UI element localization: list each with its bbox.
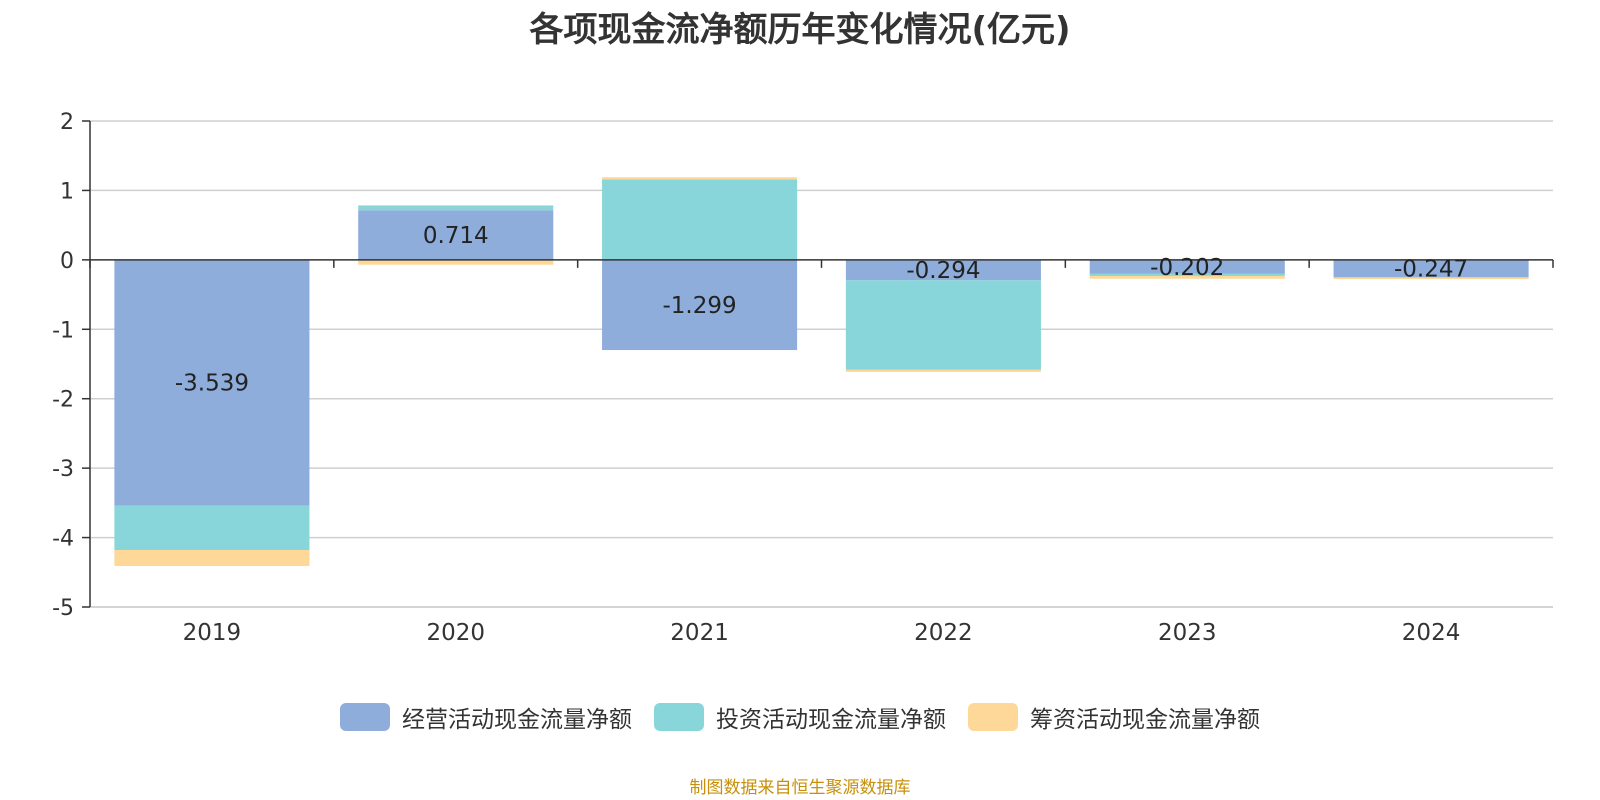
bar-segment-2023-series-3	[1089, 275, 1285, 279]
data-label: 0.714	[423, 223, 489, 249]
y-tick-label: -1	[52, 318, 74, 343]
data-label: -0.202	[1150, 255, 1224, 281]
legend-item[interactable]: 投资活动现金流量净额	[654, 700, 946, 734]
bar-segment-2020-series-1	[358, 210, 554, 260]
bar-segment-2020-series-3	[358, 259, 554, 265]
chart-plot: 2 1 0 -1 -2 -3 -4 -5 2019 2020 2021 2022 2023 2024 -3…	[52, 110, 1554, 646]
y-tick-label: -5	[52, 596, 74, 621]
x-tick-label: 2020	[426, 620, 485, 646]
bar-segment-2024-series-3	[1333, 277, 1529, 280]
legend-label: 筹资活动现金流量净额	[1030, 707, 1260, 733]
x-tick-label: 2021	[670, 620, 729, 646]
x-tick-label: 2022	[914, 620, 973, 646]
y-tick-label: 0	[60, 249, 74, 274]
y-tick-label: -2	[52, 388, 74, 413]
bar-segment-2023-series-2	[1089, 273, 1285, 276]
data-label: -1.299	[663, 293, 737, 319]
source-note: 制图数据来自恒生聚源数据库	[689, 778, 911, 798]
legend-swatch	[654, 703, 704, 731]
legend-swatch	[340, 703, 390, 731]
y-tick-label: 2	[60, 110, 74, 135]
bar-segment-2024-series-1	[1333, 259, 1529, 278]
x-tick-label: 2019	[183, 620, 242, 646]
data-label: -3.539	[175, 371, 249, 397]
data-label: -0.247	[1394, 256, 1468, 282]
x-tick-label: 2024	[1402, 620, 1461, 646]
bar-segment-2021-series-2	[602, 179, 798, 260]
chart-legend: 经营活动现金流量净额 投资活动现金流量净额 筹资活动现金流量净额	[0, 700, 1600, 734]
legend-item[interactable]: 筹资活动现金流量净额	[968, 700, 1260, 734]
bar-segment-2019-series-3	[114, 549, 310, 566]
bar-segment-2022-series-2	[845, 280, 1041, 370]
bar-segment-2024-series-2	[1333, 277, 1529, 278]
legend-swatch	[968, 703, 1018, 731]
bar-segment-2022-series-3	[845, 369, 1041, 372]
bar-segment-2020-series-2	[358, 205, 554, 211]
bar-segment-2019-series-2	[114, 505, 310, 550]
legend-label: 投资活动现金流量净额	[716, 707, 946, 733]
data-label: -0.294	[906, 258, 980, 284]
legend-item[interactable]: 经营活动现金流量净额	[340, 700, 632, 734]
bar-segment-2019-series-1	[114, 259, 310, 506]
legend-label: 经营活动现金流量净额	[402, 707, 632, 733]
bar-segment-2021-series-3	[602, 177, 798, 180]
y-tick-label: 1	[60, 179, 74, 204]
y-tick-label: -3	[52, 457, 74, 482]
bar-segment-2023-series-1	[1089, 259, 1285, 274]
x-tick-label: 2023	[1158, 620, 1217, 646]
chart-title: 各项现金流净额历年变化情况(亿元)	[529, 10, 1071, 50]
bar-segment-2021-series-1	[602, 259, 798, 351]
y-tick-label: -4	[52, 527, 74, 552]
bar-segment-2022-series-1	[845, 259, 1041, 281]
